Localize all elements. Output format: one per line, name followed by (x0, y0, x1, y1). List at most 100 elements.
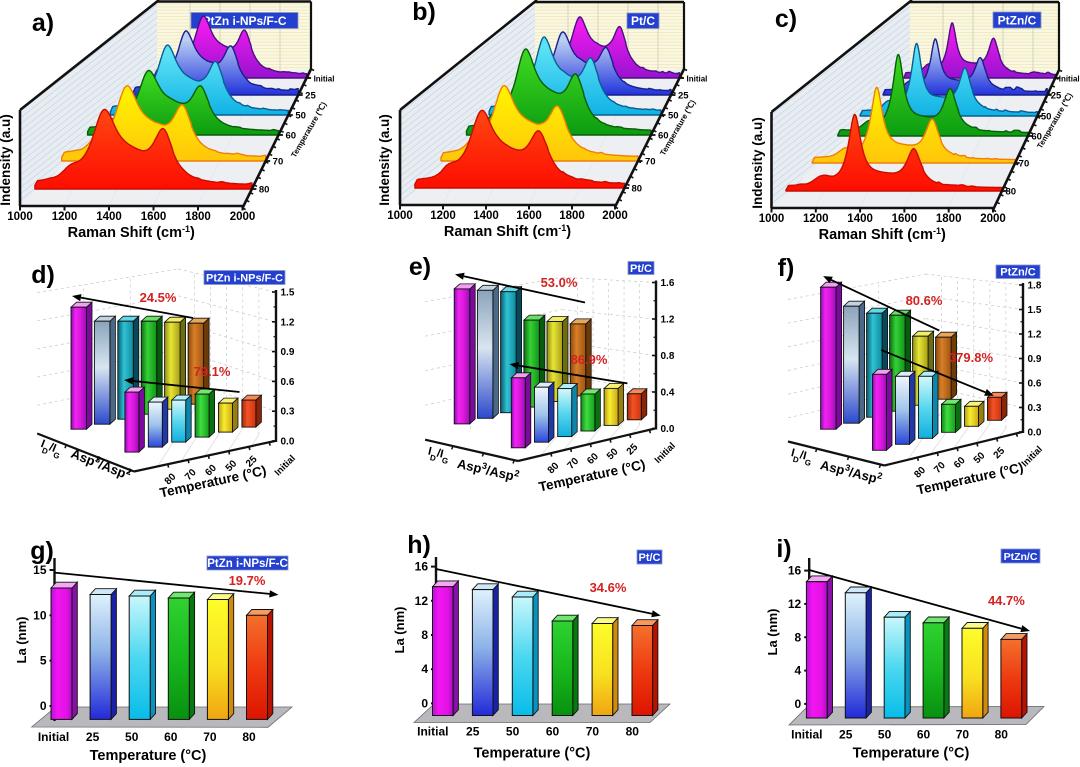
svg-text:c): c) (775, 5, 797, 33)
svg-text:1.2: 1.2 (281, 317, 295, 328)
svg-text:1400: 1400 (96, 211, 122, 223)
svg-text:1800: 1800 (559, 210, 585, 222)
svg-text:1000: 1000 (759, 213, 785, 225)
svg-text:25: 25 (678, 91, 689, 102)
svg-text:Raman Shift (cm-1): Raman Shift (cm-1) (819, 226, 946, 243)
svg-text:60: 60 (658, 131, 669, 142)
svg-text:50: 50 (668, 111, 679, 122)
svg-text:1.5: 1.5 (281, 288, 295, 299)
svg-text:16: 16 (415, 560, 429, 574)
svg-text:50: 50 (506, 725, 520, 739)
svg-text:e): e) (409, 253, 431, 281)
svg-text:Pt/C: Pt/C (631, 14, 655, 28)
svg-text:Initial: Initial (417, 725, 448, 739)
svg-text:1600: 1600 (516, 210, 542, 222)
svg-text:0.3: 0.3 (281, 407, 295, 418)
svg-text:70: 70 (956, 728, 970, 742)
svg-text:8: 8 (795, 630, 802, 644)
svg-text:86.9%: 86.9% (571, 352, 608, 367)
svg-text:60: 60 (546, 725, 560, 739)
svg-text:2000: 2000 (602, 210, 628, 222)
svg-text:24.5%: 24.5% (140, 290, 177, 305)
svg-text:d): d) (31, 261, 55, 289)
svg-text:0.3: 0.3 (1028, 403, 1042, 414)
svg-text:1400: 1400 (473, 210, 499, 222)
svg-text:1600: 1600 (892, 213, 918, 225)
svg-text:50: 50 (878, 728, 892, 742)
svg-text:16: 16 (788, 564, 802, 578)
svg-text:Temperature (°C): Temperature (°C) (90, 748, 207, 764)
svg-text:i): i) (776, 535, 791, 563)
svg-text:50: 50 (125, 730, 139, 744)
svg-text:ID/IG: ID/IG (38, 438, 64, 460)
svg-text:12: 12 (788, 597, 802, 611)
svg-text:1200: 1200 (803, 213, 829, 225)
svg-text:50: 50 (1041, 112, 1052, 123)
svg-text:0.4: 0.4 (661, 388, 675, 399)
svg-text:80: 80 (632, 184, 643, 195)
svg-text:1.2: 1.2 (1028, 330, 1042, 341)
svg-text:Indensity (a.u): Indensity (a.u) (750, 117, 765, 209)
svg-text:h): h) (407, 531, 431, 559)
svg-text:70: 70 (203, 730, 217, 744)
svg-text:La (nm): La (nm) (14, 617, 29, 664)
svg-text:PtZn/C: PtZn/C (1000, 267, 1035, 279)
svg-text:80: 80 (995, 728, 1009, 742)
svg-text:1600: 1600 (141, 211, 167, 223)
svg-text:PtZn/C: PtZn/C (1004, 551, 1038, 563)
svg-text:Indensity (a.u): Indensity (a.u) (0, 114, 13, 206)
svg-text:50: 50 (295, 111, 306, 122)
svg-text:0.0: 0.0 (281, 437, 295, 448)
svg-text:53.0%: 53.0% (541, 275, 578, 290)
svg-text:2000: 2000 (230, 211, 256, 223)
svg-text:4: 4 (795, 664, 802, 678)
svg-text:Initial: Initial (1059, 75, 1080, 84)
svg-text:PtZn i-NPs/F-C: PtZn i-NPs/F-C (203, 14, 287, 28)
svg-text:0.0: 0.0 (1028, 428, 1042, 439)
svg-text:Pt/C: Pt/C (630, 263, 652, 275)
svg-text:19.7%: 19.7% (229, 573, 266, 588)
svg-text:60: 60 (285, 131, 296, 142)
svg-text:1800: 1800 (936, 213, 962, 225)
svg-text:Indensity (a.u): Indensity (a.u) (377, 114, 392, 206)
svg-text:80: 80 (626, 725, 640, 739)
svg-text:25: 25 (305, 91, 316, 102)
svg-text:1400: 1400 (847, 213, 873, 225)
svg-text:60: 60 (1031, 132, 1042, 143)
svg-text:PtZn i-NPs/F-C: PtZn i-NPs/F-C (207, 558, 288, 570)
svg-text:15: 15 (33, 563, 47, 577)
svg-text:f): f) (778, 254, 795, 282)
svg-text:0.8: 0.8 (661, 351, 675, 362)
svg-text:25: 25 (86, 730, 100, 744)
svg-text:Pt/C: Pt/C (639, 552, 661, 564)
svg-text:Initial: Initial (314, 75, 335, 84)
svg-text:0: 0 (795, 697, 802, 711)
svg-text:80: 80 (242, 730, 256, 744)
svg-text:0.9: 0.9 (281, 347, 295, 358)
svg-text:34.6%: 34.6% (590, 580, 627, 595)
svg-text:4: 4 (421, 662, 428, 676)
svg-text:60: 60 (164, 730, 178, 744)
svg-text:70: 70 (1019, 159, 1030, 170)
svg-text:0.6: 0.6 (1028, 379, 1042, 390)
svg-text:5: 5 (40, 654, 47, 668)
svg-text:Initial: Initial (38, 730, 69, 744)
svg-text:379.8%: 379.8% (949, 350, 994, 365)
svg-text:1800: 1800 (185, 211, 211, 223)
svg-text:Raman Shift (cm-1): Raman Shift (cm-1) (68, 224, 195, 241)
svg-text:25: 25 (466, 725, 480, 739)
svg-text:25: 25 (1051, 91, 1062, 102)
svg-text:70: 70 (645, 157, 656, 168)
svg-text:g): g) (30, 537, 54, 565)
svg-text:0.9: 0.9 (1028, 354, 1042, 365)
svg-text:La (nm): La (nm) (392, 607, 407, 654)
svg-text:0.6: 0.6 (281, 377, 295, 388)
svg-text:25: 25 (839, 728, 853, 742)
svg-text:1000: 1000 (7, 211, 33, 223)
svg-text:a): a) (32, 9, 54, 37)
svg-text:Temperature (°C): Temperature (°C) (853, 746, 970, 762)
svg-text:PtZn/C: PtZn/C (998, 13, 1037, 27)
svg-text:1.8: 1.8 (1028, 281, 1042, 292)
svg-text:0: 0 (40, 699, 47, 713)
svg-text:b): b) (412, 0, 436, 26)
